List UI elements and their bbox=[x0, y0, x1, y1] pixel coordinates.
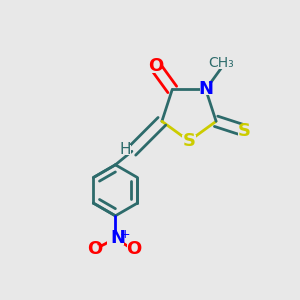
Text: O: O bbox=[126, 240, 141, 258]
Text: S: S bbox=[238, 122, 251, 140]
FancyBboxPatch shape bbox=[212, 57, 231, 69]
FancyBboxPatch shape bbox=[128, 243, 140, 255]
FancyBboxPatch shape bbox=[238, 124, 251, 136]
Text: S: S bbox=[182, 132, 196, 150]
Text: N: N bbox=[198, 80, 213, 98]
Text: H: H bbox=[119, 142, 131, 157]
FancyBboxPatch shape bbox=[120, 145, 131, 155]
Text: O: O bbox=[87, 240, 102, 258]
Text: N: N bbox=[110, 229, 125, 247]
FancyBboxPatch shape bbox=[182, 135, 196, 147]
FancyBboxPatch shape bbox=[87, 243, 102, 255]
FancyBboxPatch shape bbox=[200, 83, 212, 95]
FancyBboxPatch shape bbox=[107, 232, 124, 244]
Text: O: O bbox=[148, 57, 163, 75]
Text: CH₃: CH₃ bbox=[209, 56, 235, 70]
Text: +: + bbox=[120, 228, 130, 241]
FancyBboxPatch shape bbox=[149, 60, 162, 73]
Text: −: − bbox=[95, 238, 107, 252]
